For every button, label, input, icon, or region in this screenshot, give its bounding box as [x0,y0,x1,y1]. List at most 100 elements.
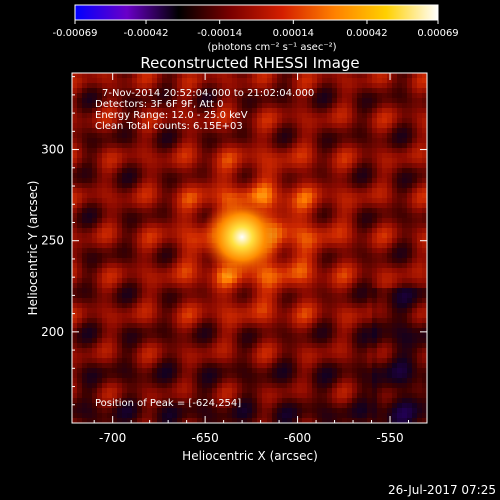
heatmap-cell [327,363,332,368]
heatmap-cell [192,273,197,278]
heatmap-cell [127,268,132,273]
heatmap-cell [397,168,402,173]
heatmap-cell [127,308,132,313]
heatmap-cell [227,78,232,83]
heatmap-cell [257,98,262,103]
heatmap-cell [177,338,182,343]
heatmap-cell [72,358,77,363]
heatmap-cell [272,353,277,358]
heatmap-cell [332,188,337,193]
heatmap-cell [147,408,152,413]
heatmap-cell [282,88,287,93]
heatmap-cell [132,393,137,398]
heatmap-cell [137,173,142,178]
heatmap-cell [242,398,247,403]
heatmap-cell [352,248,357,253]
heatmap-cell [282,338,287,343]
heatmap-cell [392,178,397,183]
heatmap-cell [242,168,247,173]
heatmap-cell [307,333,312,338]
heatmap-cell [192,393,197,398]
heatmap-cell [337,178,342,183]
heatmap-cell [92,323,97,328]
heatmap-cell [262,393,267,398]
heatmap-cell [292,273,297,278]
heatmap-cell [342,333,347,338]
heatmap-cell [132,278,137,283]
heatmap-cell [292,373,297,378]
heatmap-cell [282,93,287,98]
heatmap-cell [327,123,332,128]
heatmap-cell [277,108,282,113]
heatmap-cell [397,373,402,378]
heatmap-cell [112,318,117,323]
heatmap-cell [142,173,147,178]
heatmap-cell [157,338,162,343]
heatmap-cell [112,283,117,288]
heatmap-cell [252,113,257,118]
heatmap-cell [132,328,137,333]
heatmap-cell [342,228,347,233]
heatmap-cell [122,223,127,228]
heatmap-cell [347,98,352,103]
heatmap-cell [242,173,247,178]
heatmap-cell [407,243,412,248]
heatmap-cell [332,118,337,123]
heatmap-cell [412,118,417,123]
heatmap-cell [157,268,162,273]
heatmap-cell [287,218,292,223]
heatmap-cell [167,408,172,413]
heatmap-cell [422,148,427,153]
heatmap-cell [82,88,87,93]
heatmap-cell [347,343,352,348]
heatmap-cell [297,333,302,338]
heatmap-cell [142,148,147,153]
heatmap-cell [172,168,177,173]
heatmap-cell [162,273,167,278]
heatmap-cell [77,323,82,328]
heatmap-cell [397,338,402,343]
heatmap-cell [202,418,207,423]
heatmap-cell [387,103,392,108]
heatmap-cell [107,378,112,383]
heatmap-cell [247,88,252,93]
heatmap-cell [282,328,287,333]
heatmap-cell [82,338,87,343]
heatmap-cell [302,193,307,198]
heatmap-cell [177,413,182,418]
heatmap-cell [297,248,302,253]
heatmap-cell [82,158,87,163]
heatmap-cell [287,123,292,128]
heatmap-cell [362,113,367,118]
heatmap-cell [197,238,202,243]
heatmap-cell [362,203,367,208]
heatmap-cell [117,233,122,238]
heatmap-cell [332,283,337,288]
heatmap-cell [147,163,152,168]
heatmap-cell [187,158,192,163]
heatmap-cell [352,263,357,268]
heatmap-cell [342,203,347,208]
heatmap-cell [317,78,322,83]
heatmap-cell [407,248,412,253]
heatmap-cell [247,318,252,323]
heatmap-cell [117,263,122,268]
heatmap-cell [237,283,242,288]
heatmap-cell [352,208,357,213]
heatmap-cell [167,183,172,188]
heatmap-cell [402,178,407,183]
heatmap-cell [347,383,352,388]
heatmap-cell [237,183,242,188]
heatmap-cell [392,213,397,218]
heatmap-cell [197,388,202,393]
heatmap-cell [127,253,132,258]
heatmap-cell [352,108,357,113]
heatmap-cell [227,403,232,408]
heatmap-cell [247,413,252,418]
heatmap-cell [392,168,397,173]
heatmap-cell [227,358,232,363]
heatmap-cell [152,323,157,328]
heatmap-cell [142,88,147,93]
heatmap-cell [92,148,97,153]
heatmap-cell [127,353,132,358]
